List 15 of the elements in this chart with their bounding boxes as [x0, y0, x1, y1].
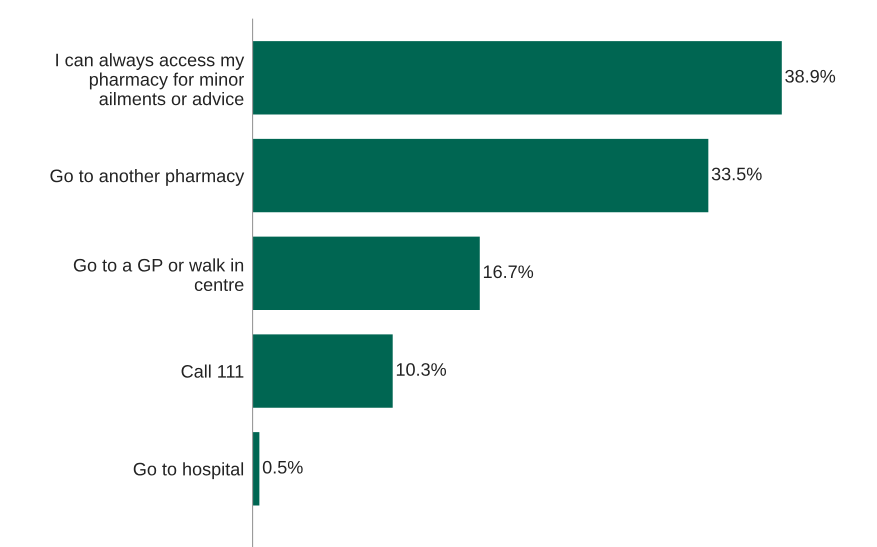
- y-tick-label: Go to hospital: [134, 462, 244, 480]
- data-label: 10.3%: [396, 363, 446, 376]
- bar: [252, 236, 480, 310]
- bar: [252, 432, 260, 506]
- data-label: 38.9%: [785, 70, 836, 83]
- y-tick-label: Go to another pharmacy: [50, 169, 244, 186]
- data-label: 16.7%: [484, 265, 534, 278]
- bar: [252, 138, 708, 212]
- y-tick-label: I can always access my pharmacy for minor ailments or advice: [56, 53, 244, 106]
- y-tick-label: Go to a GP or walk in centre: [74, 258, 244, 292]
- data-label: 33.5%: [712, 168, 762, 180]
- bar: [252, 334, 393, 408]
- data-label: 0.5%: [262, 460, 303, 474]
- bar: [252, 41, 782, 114]
- y-tick-label: Call 111: [182, 364, 244, 378]
